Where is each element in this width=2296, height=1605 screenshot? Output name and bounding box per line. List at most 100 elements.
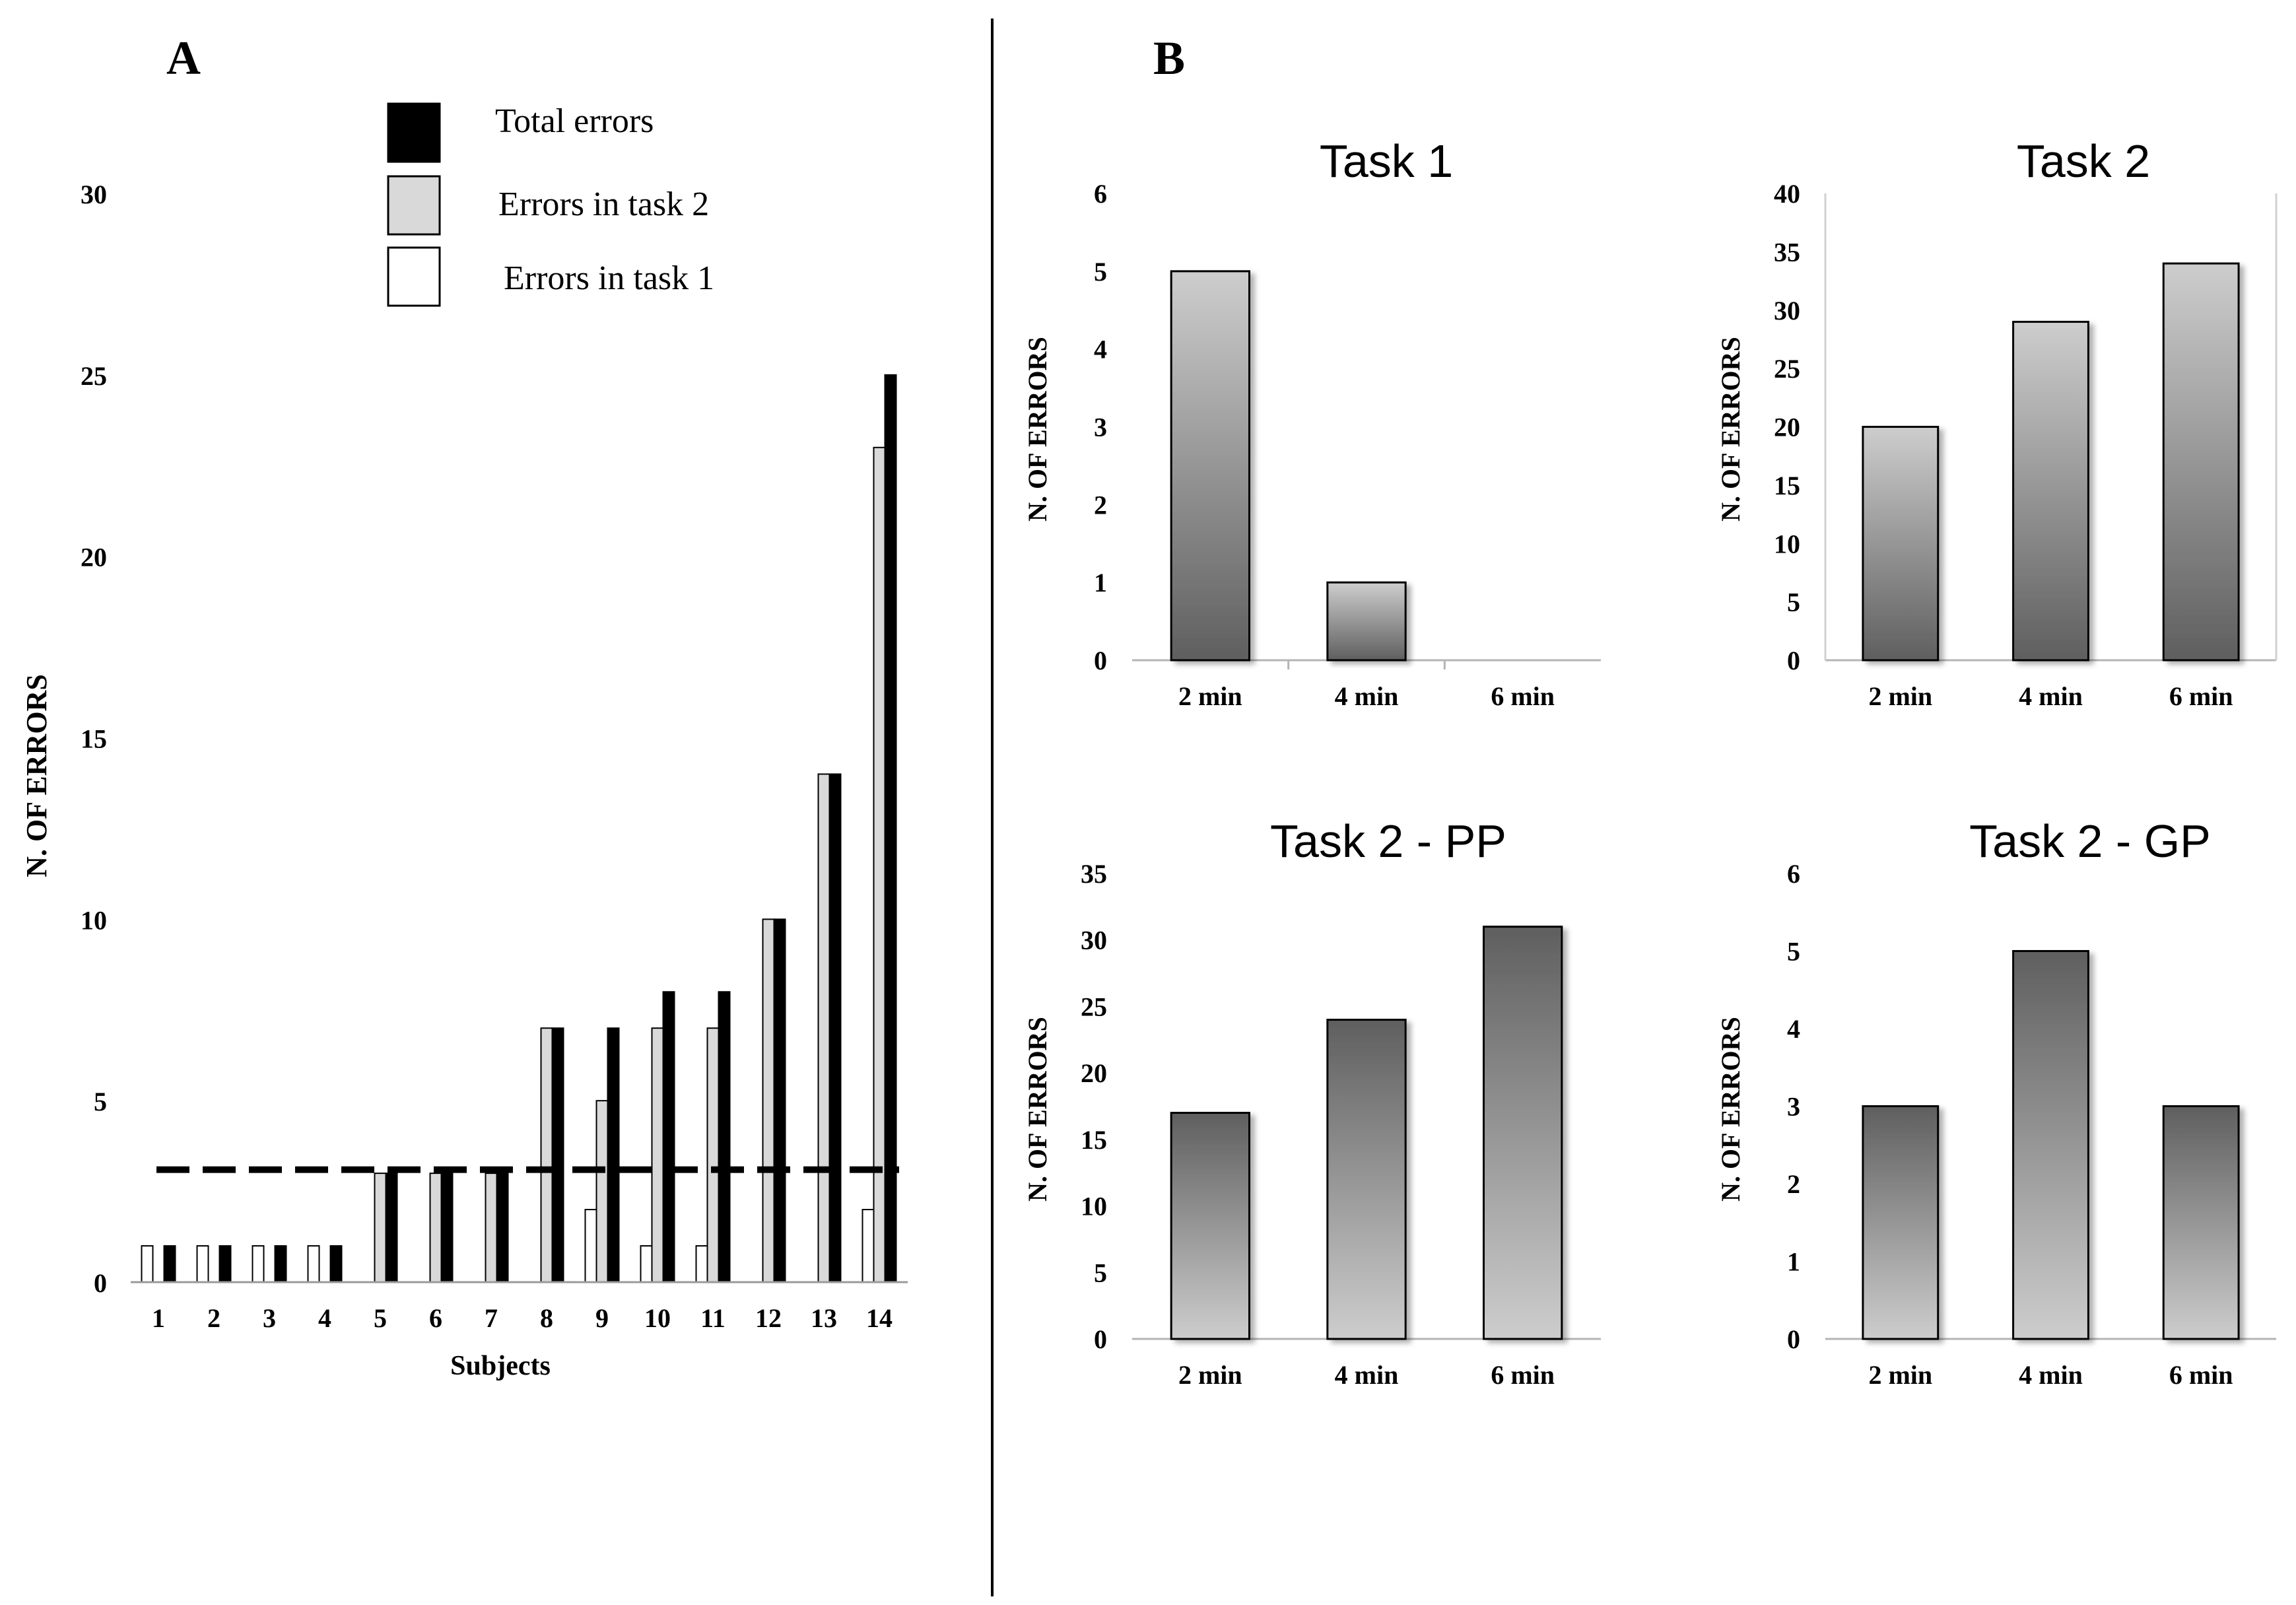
bar-total-errors bbox=[385, 1173, 398, 1283]
bar-errors-in-task-2 bbox=[485, 1173, 498, 1283]
bar-errors-in-task-2 bbox=[762, 918, 775, 1283]
chart-task-2-pp: Task 2 - PP N. OF ERRORS 0 5 10 15 20 25 30 35 2… bbox=[1023, 815, 1601, 1390]
x-tick-label: 12 bbox=[755, 1303, 782, 1333]
y-tick-label: 5 bbox=[1787, 588, 1800, 617]
chart-title: Task 2 bbox=[2017, 135, 2150, 187]
x-tick-label: 4 bbox=[318, 1303, 331, 1333]
y-tick-label: 10 bbox=[1774, 529, 1800, 559]
bar-total-errors bbox=[496, 1173, 509, 1283]
x-tick-label: 2 min bbox=[1868, 1360, 1932, 1390]
x-tick-label: 4 min bbox=[1335, 681, 1399, 711]
x-tick-label: 8 bbox=[540, 1303, 553, 1333]
bar-errors-in-task-2 bbox=[374, 1173, 387, 1283]
x-tick-label: 5 bbox=[374, 1303, 387, 1333]
bar-total-errors bbox=[219, 1245, 232, 1283]
chart-task-2: Task 2 N. OF ERRORS 0 5 10 15 20 25 30 35 40 2 mi… bbox=[1716, 135, 2278, 711]
bar-errors-in-task-2 bbox=[595, 1100, 609, 1283]
bar-total-errors bbox=[884, 374, 897, 1283]
y-tick-label: 5 bbox=[1094, 257, 1107, 287]
bar-errors-in-task-2 bbox=[651, 1027, 664, 1283]
y-tick-label: 20 bbox=[81, 543, 107, 572]
y-tick-label: 40 bbox=[1774, 179, 1800, 209]
y-tick-label: 10 bbox=[1081, 1192, 1107, 1221]
bar-errors-in-task-1 bbox=[196, 1245, 209, 1283]
y-axis-label: N. OF ERRORS bbox=[1023, 337, 1052, 522]
bar bbox=[2012, 950, 2089, 1340]
chart-title: Task 2 - PP bbox=[1270, 815, 1506, 867]
x-tick-label: 2 min bbox=[1868, 681, 1932, 711]
bars-a bbox=[141, 374, 897, 1283]
y-tick-label: 20 bbox=[1081, 1058, 1107, 1088]
bar bbox=[1170, 1112, 1250, 1340]
y-tick-label: 25 bbox=[1081, 992, 1107, 1021]
x-tick-label: 6 bbox=[429, 1303, 442, 1333]
y-tick-label: 15 bbox=[1081, 1125, 1107, 1155]
x-tick-label: 13 bbox=[811, 1303, 837, 1333]
bar-total-errors bbox=[551, 1027, 564, 1283]
y-tick-label: 15 bbox=[81, 724, 107, 754]
y-tick-labels-a: 0 5 10 15 20 25 30 bbox=[81, 180, 107, 1298]
legend: Total errors Errors in task 2 Errors in … bbox=[387, 102, 714, 307]
y-tick-label: 3 bbox=[1787, 1092, 1800, 1122]
y-tick-label: 15 bbox=[1774, 471, 1800, 500]
bar bbox=[1862, 426, 1940, 662]
y-tick-label: 1 bbox=[1094, 568, 1107, 598]
x-tick-label: 2 min bbox=[1178, 1360, 1242, 1390]
x-tick-label: 4 min bbox=[2019, 1360, 2083, 1390]
y-axis-label: N. OF ERRORS bbox=[1716, 1017, 1745, 1202]
legend-swatch-total-errors bbox=[387, 102, 441, 163]
bar bbox=[2012, 320, 2089, 662]
bar bbox=[1326, 1019, 1407, 1340]
y-tick-label: 4 bbox=[1094, 335, 1107, 364]
y-tick-label: 5 bbox=[1787, 937, 1800, 967]
y-tick-label: 5 bbox=[1094, 1258, 1107, 1287]
panel-a-label: A bbox=[166, 32, 201, 85]
x-tick-label: 4 min bbox=[1335, 1360, 1399, 1390]
y-tick-label: 3 bbox=[1094, 413, 1107, 442]
x-tick-label: 3 bbox=[263, 1303, 276, 1333]
x-axis-label-a: Subjects bbox=[450, 1351, 551, 1381]
y-tick-label: 30 bbox=[81, 180, 107, 209]
x-tick-label: 6 min bbox=[2169, 681, 2233, 711]
y-tick-label: 35 bbox=[1774, 237, 1800, 267]
x-tick-label: 6 min bbox=[2169, 1360, 2233, 1390]
bar bbox=[1862, 1105, 1940, 1340]
y-tick-label: 0 bbox=[1787, 646, 1800, 675]
x-tick-label: 1 bbox=[152, 1303, 165, 1333]
bar-errors-in-task-1 bbox=[141, 1245, 154, 1283]
bar-total-errors bbox=[607, 1027, 620, 1283]
bar-total-errors bbox=[773, 918, 786, 1283]
chart-task-2-gp: Task 2 - GP N. OF ERRORS 0 1 2 3 4 5 6 2 min 4 m… bbox=[1716, 815, 2276, 1390]
y-axis-label: N. OF ERRORS bbox=[1716, 337, 1745, 522]
bar-errors-in-task-1 bbox=[252, 1245, 265, 1283]
x-tick-label: 10 bbox=[644, 1303, 671, 1333]
x-tick-label: 6 min bbox=[1491, 681, 1555, 711]
bar-errors-in-task-2 bbox=[429, 1173, 442, 1283]
bar-errors-in-task-2 bbox=[540, 1027, 553, 1283]
chart-title: Task 2 - GP bbox=[1969, 815, 2211, 867]
bar-errors-in-task-2 bbox=[873, 446, 886, 1283]
x-tick-labels-a: 1 2 3 4 5 6 7 8 9 10 11 12 13 14 bbox=[152, 1303, 893, 1333]
y-tick-label: 30 bbox=[1774, 296, 1800, 325]
bar-total-errors bbox=[828, 773, 842, 1283]
y-tick-label: 25 bbox=[1774, 354, 1800, 384]
legend-swatch-errors-task-2 bbox=[387, 175, 441, 236]
y-tick-label: 0 bbox=[94, 1268, 107, 1298]
y-tick-label: 6 bbox=[1094, 179, 1107, 209]
x-tick-label: 4 min bbox=[2019, 681, 2083, 711]
y-axis-label: N. OF ERRORS bbox=[1023, 1017, 1052, 1202]
x-tick-label: 7 bbox=[485, 1303, 498, 1333]
bar-errors-in-task-2 bbox=[706, 1027, 720, 1283]
panel-b: B Task 1 N. OF ERRORS 0 1 2 3 4 5 6 2 min 4 min 6… bbox=[1023, 32, 2278, 1390]
y-tick-label: 25 bbox=[81, 361, 107, 391]
bar-total-errors bbox=[440, 1173, 454, 1283]
bar-total-errors bbox=[662, 991, 675, 1283]
legend-label-errors-task-1: Errors in task 1 bbox=[504, 259, 714, 297]
x-tick-label: 2 min bbox=[1178, 681, 1242, 711]
bar-total-errors bbox=[718, 991, 731, 1283]
x-tick-label: 2 bbox=[207, 1303, 220, 1333]
y-tick-label: 2 bbox=[1787, 1169, 1800, 1199]
bar bbox=[2162, 262, 2240, 662]
chart-title: Task 1 bbox=[1320, 135, 1453, 187]
